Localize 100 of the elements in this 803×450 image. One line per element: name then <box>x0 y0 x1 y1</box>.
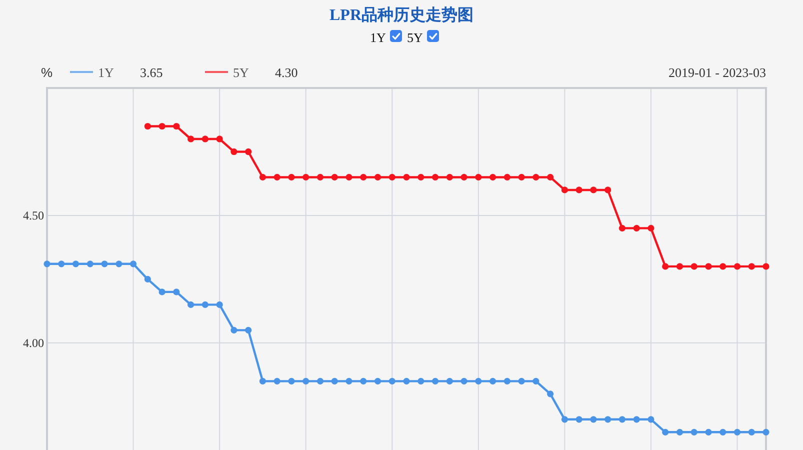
point <box>173 122 180 130</box>
text: 5Y <box>407 30 424 45</box>
point <box>446 174 453 181</box>
point <box>720 428 726 436</box>
text: 2019-01 - 2023-03 <box>668 65 766 80</box>
point <box>662 263 669 270</box>
point <box>618 416 626 423</box>
text: 3.65 <box>140 65 163 80</box>
point <box>360 174 367 181</box>
point <box>331 378 338 384</box>
point <box>302 174 310 181</box>
y-tick-label: 4.00 <box>23 336 44 350</box>
legend-label: 5Y <box>233 65 250 80</box>
point <box>561 186 568 194</box>
point <box>360 378 367 384</box>
point <box>288 174 295 181</box>
point <box>547 390 554 398</box>
point <box>604 186 612 194</box>
point <box>403 378 410 384</box>
point <box>762 428 770 436</box>
point <box>504 378 510 384</box>
point <box>648 224 654 232</box>
point <box>432 174 439 181</box>
point <box>346 174 352 181</box>
point <box>188 136 194 142</box>
point <box>202 136 208 142</box>
point <box>590 416 597 423</box>
point <box>489 378 496 384</box>
legend-label: 1Y <box>98 65 114 80</box>
point <box>676 263 684 270</box>
point <box>432 378 439 384</box>
point <box>230 148 238 156</box>
point <box>418 378 424 384</box>
point <box>446 378 453 384</box>
point <box>274 378 280 384</box>
point <box>762 263 770 270</box>
point <box>532 378 540 384</box>
point <box>58 260 65 268</box>
point <box>216 136 223 142</box>
point <box>144 122 151 130</box>
point <box>618 224 626 232</box>
point <box>705 428 712 436</box>
point <box>259 378 266 384</box>
point <box>173 288 180 296</box>
point <box>518 378 525 384</box>
y-axis-title: % <box>41 65 53 80</box>
point <box>633 224 640 232</box>
point <box>388 378 396 384</box>
point <box>690 263 698 270</box>
point <box>72 260 80 268</box>
point <box>116 260 122 268</box>
point <box>460 378 468 384</box>
point <box>388 174 396 181</box>
point <box>734 263 741 270</box>
point <box>475 378 482 384</box>
point <box>245 148 252 156</box>
point <box>561 416 568 423</box>
point <box>188 301 194 308</box>
point <box>44 260 50 268</box>
point <box>374 174 382 181</box>
point <box>576 416 582 423</box>
point <box>576 186 582 194</box>
point <box>705 263 712 270</box>
point <box>230 326 238 334</box>
point <box>690 428 698 436</box>
point <box>245 326 252 334</box>
chart-title: LPR品种历史走势图 <box>330 6 474 24</box>
point <box>748 428 755 436</box>
point <box>202 301 208 308</box>
point <box>633 416 640 423</box>
point <box>403 174 410 181</box>
point <box>216 301 223 308</box>
point <box>302 378 310 384</box>
point <box>676 428 684 436</box>
text: 4.30 <box>275 65 298 80</box>
point <box>460 174 468 181</box>
point <box>331 174 338 181</box>
point <box>734 428 741 436</box>
point <box>418 174 424 181</box>
point <box>504 174 510 181</box>
point <box>158 122 166 130</box>
point <box>475 174 482 181</box>
point <box>518 174 525 181</box>
point <box>288 378 295 384</box>
point <box>532 174 540 181</box>
point <box>662 428 669 436</box>
point <box>86 260 94 268</box>
point <box>720 263 726 270</box>
point <box>316 174 324 181</box>
point <box>346 378 352 384</box>
point <box>547 174 554 181</box>
y-tick-label: 4.50 <box>23 208 44 222</box>
point <box>259 174 266 181</box>
point <box>144 276 151 282</box>
point <box>316 378 324 384</box>
point <box>374 378 382 384</box>
point <box>101 260 108 268</box>
point <box>748 263 755 270</box>
point <box>158 288 166 296</box>
text: 1Y <box>370 30 386 45</box>
